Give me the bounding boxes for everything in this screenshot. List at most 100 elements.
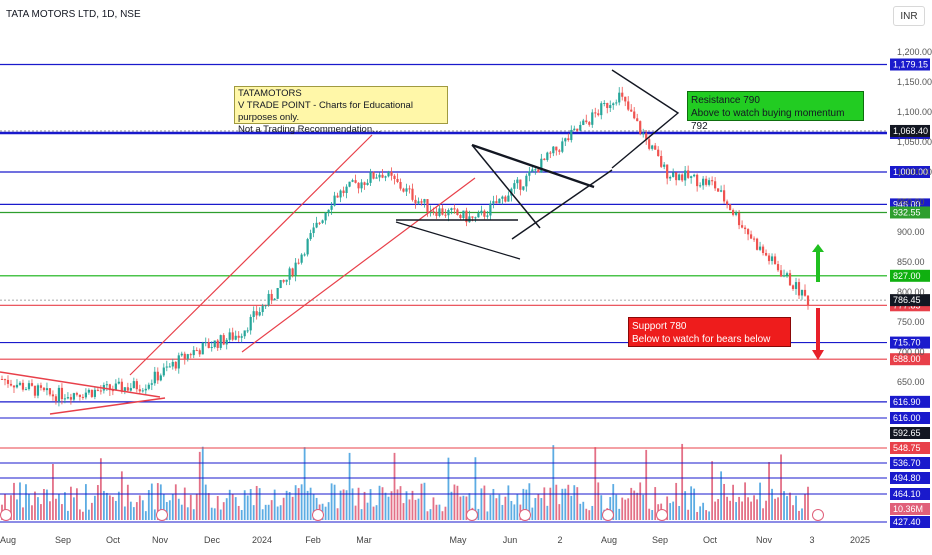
volume-bar bbox=[426, 511, 429, 520]
candle bbox=[237, 335, 240, 338]
candle bbox=[630, 109, 633, 112]
candle bbox=[462, 210, 465, 219]
volume-bar bbox=[198, 451, 201, 520]
volume-bar bbox=[333, 484, 336, 520]
down-arrow-icon bbox=[812, 308, 824, 360]
volume-bar bbox=[777, 497, 779, 520]
candle bbox=[435, 211, 438, 216]
volume-bar bbox=[501, 504, 504, 520]
volume-level-badge bbox=[890, 503, 930, 515]
volume-bar bbox=[624, 499, 627, 520]
volume-bar bbox=[531, 507, 534, 520]
candle bbox=[785, 273, 789, 276]
candle bbox=[561, 141, 564, 152]
volume-bar bbox=[171, 493, 174, 520]
note-line1: V TRADE POINT - Charts for Educational p… bbox=[238, 100, 413, 123]
candle bbox=[779, 270, 783, 277]
candle bbox=[60, 387, 64, 400]
x-tick-label: Dec bbox=[204, 535, 221, 545]
candle bbox=[615, 102, 618, 104]
candle bbox=[249, 316, 252, 331]
volume-bar bbox=[708, 511, 711, 520]
volume-bar bbox=[165, 501, 168, 520]
volume-bar bbox=[780, 454, 782, 520]
candle bbox=[216, 340, 219, 348]
candle bbox=[540, 158, 543, 173]
volume-bar bbox=[46, 489, 48, 520]
candle bbox=[135, 381, 138, 390]
candle bbox=[393, 175, 396, 179]
candle bbox=[63, 398, 67, 400]
volume-bar bbox=[31, 505, 33, 520]
x-tick-label: Aug bbox=[0, 535, 16, 545]
candle bbox=[480, 210, 483, 214]
volume-bar bbox=[294, 485, 297, 520]
candle bbox=[519, 179, 522, 190]
candle bbox=[573, 128, 576, 130]
volume-bar bbox=[615, 494, 618, 520]
candle bbox=[687, 170, 690, 178]
candle bbox=[213, 340, 216, 348]
channel-lower bbox=[241, 177, 476, 353]
candle bbox=[306, 239, 309, 255]
x-tick-label: Nov bbox=[756, 535, 773, 545]
candle bbox=[516, 179, 519, 184]
candle bbox=[746, 229, 750, 235]
volume-bar bbox=[432, 497, 435, 520]
candle bbox=[387, 171, 390, 177]
candle bbox=[477, 213, 480, 218]
volume-bar bbox=[444, 506, 447, 520]
event-marker-icon bbox=[519, 509, 531, 521]
candle bbox=[252, 311, 255, 317]
volume-bar bbox=[111, 496, 114, 520]
volume-bar bbox=[55, 498, 57, 520]
volume-bar bbox=[390, 491, 393, 520]
candle bbox=[444, 214, 447, 216]
volume-bar bbox=[261, 509, 264, 520]
volume-bar bbox=[207, 493, 210, 520]
level-badge bbox=[890, 395, 930, 408]
volume-bar bbox=[225, 498, 228, 520]
candle bbox=[372, 172, 375, 179]
candle bbox=[81, 396, 84, 398]
event-marker-icon bbox=[812, 509, 824, 521]
candle bbox=[582, 120, 585, 125]
volume-bar bbox=[378, 485, 381, 520]
volume-bar bbox=[306, 490, 309, 520]
volume-bar bbox=[168, 500, 171, 520]
candle bbox=[465, 210, 468, 223]
volume-bar bbox=[453, 484, 456, 520]
volume-bar bbox=[129, 501, 132, 520]
candle bbox=[162, 367, 165, 376]
volume-bar bbox=[147, 490, 150, 520]
volume-bar bbox=[177, 498, 180, 520]
candle bbox=[788, 273, 792, 286]
volume-bar bbox=[774, 498, 776, 520]
volume-bar bbox=[495, 498, 498, 520]
candle bbox=[273, 298, 276, 301]
x-tick-label: Sep bbox=[55, 535, 71, 545]
volume-bar bbox=[483, 485, 486, 520]
level-label: 827.00 bbox=[893, 271, 921, 281]
candle bbox=[294, 262, 297, 276]
x-tick-label: May bbox=[449, 535, 467, 545]
candle bbox=[114, 383, 117, 391]
volume-bar bbox=[4, 494, 6, 520]
volume-bar bbox=[417, 498, 420, 520]
x-tick-label: 2025 bbox=[850, 535, 870, 545]
candle bbox=[222, 335, 225, 345]
volume-bar bbox=[34, 491, 36, 520]
candle bbox=[555, 146, 558, 151]
volume-bar bbox=[156, 483, 159, 520]
volume-bar bbox=[300, 484, 303, 520]
candle bbox=[447, 210, 450, 216]
x-tick-label: 3 bbox=[809, 535, 814, 545]
rising-support bbox=[511, 169, 613, 240]
candle bbox=[51, 394, 55, 397]
candle bbox=[675, 172, 678, 181]
candle bbox=[378, 174, 381, 178]
currency-button[interactable]: INR bbox=[893, 6, 925, 26]
candle bbox=[486, 215, 489, 217]
volume-level-label: 10.36M bbox=[893, 504, 923, 514]
wedge-base-lower bbox=[49, 397, 166, 415]
